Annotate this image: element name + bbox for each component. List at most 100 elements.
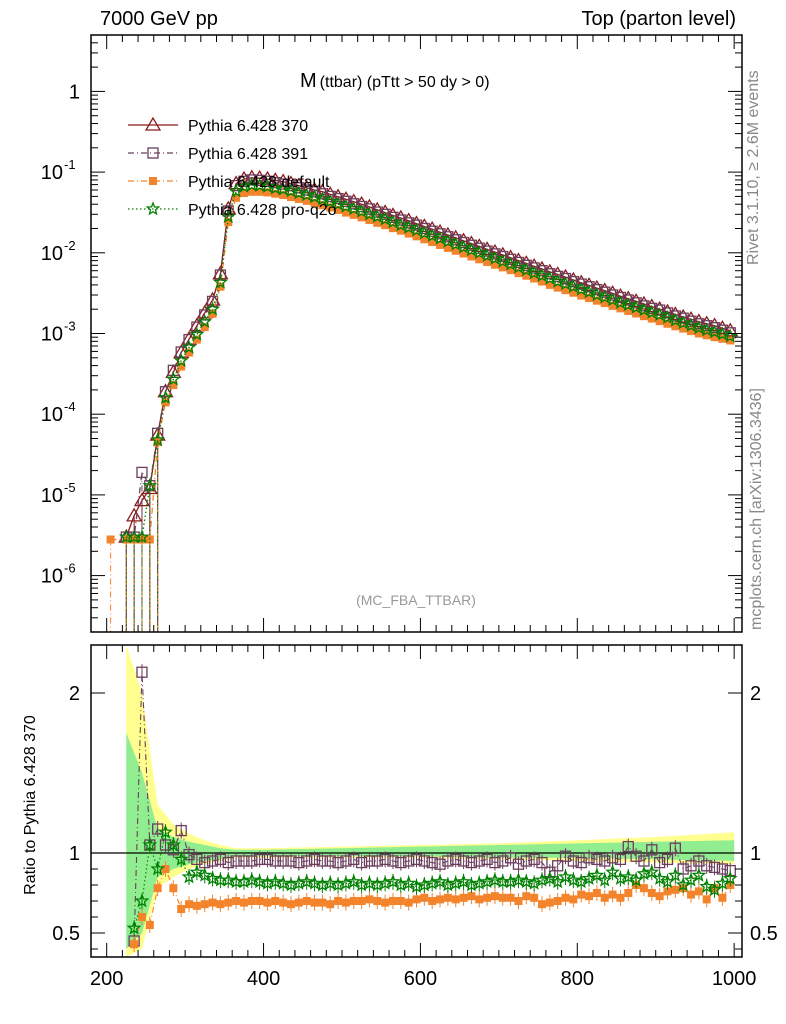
main-marker-2 [214, 269, 227, 281]
ratio-marker-2 [451, 895, 460, 904]
main-marker-4 [503, 256, 518, 271]
ratio-marker-1 [324, 855, 336, 867]
ratio-marker-1 [246, 855, 258, 867]
main-marker-2 [253, 174, 266, 187]
main-marker-2 [285, 179, 297, 192]
main-marker-4 [432, 230, 448, 245]
ratio-marker-1 [465, 856, 478, 869]
ratio-marker-1 [512, 858, 525, 870]
main-marker-1 [133, 492, 151, 507]
main-marker-3 [185, 348, 194, 357]
ratio-marker-3 [150, 861, 166, 876]
main-marker-3 [475, 255, 484, 264]
y-tick-exponent: -2 [64, 238, 76, 253]
y-tick-exponent: -5 [64, 480, 76, 495]
ratio-layer [91, 645, 742, 957]
main-marker-2 [246, 174, 258, 186]
ratio-marker-1 [230, 855, 242, 867]
ratio-marker-2 [663, 887, 672, 896]
ratio-marker-3 [518, 873, 534, 889]
main-marker-3 [545, 280, 554, 289]
main-marker-1 [361, 198, 378, 213]
main-marker-3 [318, 201, 327, 210]
main-panel: 10-610-510-410-310-210 -11M (ttbar) (pTtt … [41, 34, 743, 633]
ratio-marker-1 [567, 855, 580, 867]
main-marker-1 [502, 249, 519, 264]
main-marker-2 [622, 294, 634, 306]
main-marker-4 [589, 287, 605, 302]
main-marker-3 [702, 331, 711, 340]
main-marker-3 [239, 189, 248, 198]
main-marker-1 [722, 322, 739, 337]
y-tick-label: 1 [69, 81, 80, 103]
main-marker-1 [392, 209, 409, 224]
main-marker-4 [416, 225, 432, 240]
ratio-marker-1 [410, 853, 423, 866]
main-marker-3 [381, 221, 390, 230]
main-marker-4 [518, 262, 534, 277]
main-marker-3 [388, 224, 397, 233]
main-marker-4 [566, 278, 581, 294]
main-marker-3 [404, 229, 413, 238]
y-tick-exponent: -4 [64, 399, 76, 414]
ratio-marker-2 [475, 895, 484, 904]
ratio-marker-1 [395, 856, 407, 869]
y-tick-label: 10 [41, 243, 63, 265]
main-series-layer [106, 169, 739, 632]
main-marker-3 [145, 535, 154, 544]
ratio-marker-2 [585, 892, 594, 901]
main-marker-4 [220, 208, 236, 224]
main-marker-4 [558, 276, 573, 291]
y-tick-exponent: -3 [64, 319, 76, 334]
main-marker-4 [315, 191, 330, 206]
ratio-marker-2 [506, 893, 515, 902]
ratio-marker-3 [597, 872, 613, 887]
ratio-marker-1 [175, 824, 187, 837]
ratio-y-tick-label: 1 [69, 843, 80, 865]
ratio-marker-2 [420, 893, 429, 902]
ratio-marker-2 [639, 884, 648, 893]
main-marker-3 [718, 334, 727, 343]
ratio-y-tick-label-right: 1 [750, 843, 761, 865]
ratio-marker-1 [285, 855, 297, 867]
main-marker-2 [277, 178, 289, 190]
main-marker-4 [361, 206, 377, 221]
main-marker-4 [283, 183, 299, 198]
ratio-marker-3 [542, 870, 558, 885]
ratio-marker-1 [708, 861, 721, 874]
main-marker-3 [349, 210, 358, 219]
main-marker-3 [326, 203, 335, 212]
ratio-marker-1 [253, 853, 266, 866]
ratio-marker-2 [373, 897, 382, 905]
main-marker-3 [694, 329, 703, 338]
main-marker-4 [158, 389, 173, 405]
ratio-marker-2 [294, 898, 303, 907]
main-marker-3 [506, 266, 515, 275]
ratio-marker-3 [605, 864, 620, 879]
main-marker-4 [581, 284, 597, 299]
ratio-marker-2 [216, 900, 225, 909]
ratio-marker-3 [134, 893, 150, 908]
ratio-marker-3 [573, 873, 589, 889]
ratio-marker-2 [396, 897, 405, 905]
main-marker-4 [448, 236, 464, 251]
legend-label-4: Pythia 6.428 pro-q2o [188, 202, 337, 219]
main-marker-3 [177, 362, 186, 371]
ratio-marker-2 [483, 893, 492, 902]
ratio-marker-2 [302, 897, 311, 905]
ratio-marker-2 [647, 889, 656, 897]
x-tick-label: 800 [561, 968, 594, 990]
main-marker-4 [542, 270, 558, 285]
ratio-marker-2 [224, 898, 233, 907]
main-marker-3 [216, 282, 225, 291]
ratio-y-tick-label: 0.5 [52, 923, 80, 945]
ratio-marker-2 [341, 898, 350, 907]
main-marker-1 [345, 193, 362, 208]
ratio-marker-1 [661, 853, 674, 866]
ratio-marker-1 [293, 856, 305, 869]
ratio-marker-1 [269, 855, 281, 867]
main-marker-3 [192, 335, 201, 344]
ratio-marker-1 [497, 855, 509, 867]
main-marker-4 [385, 214, 401, 229]
ratio-marker-2 [577, 890, 586, 899]
